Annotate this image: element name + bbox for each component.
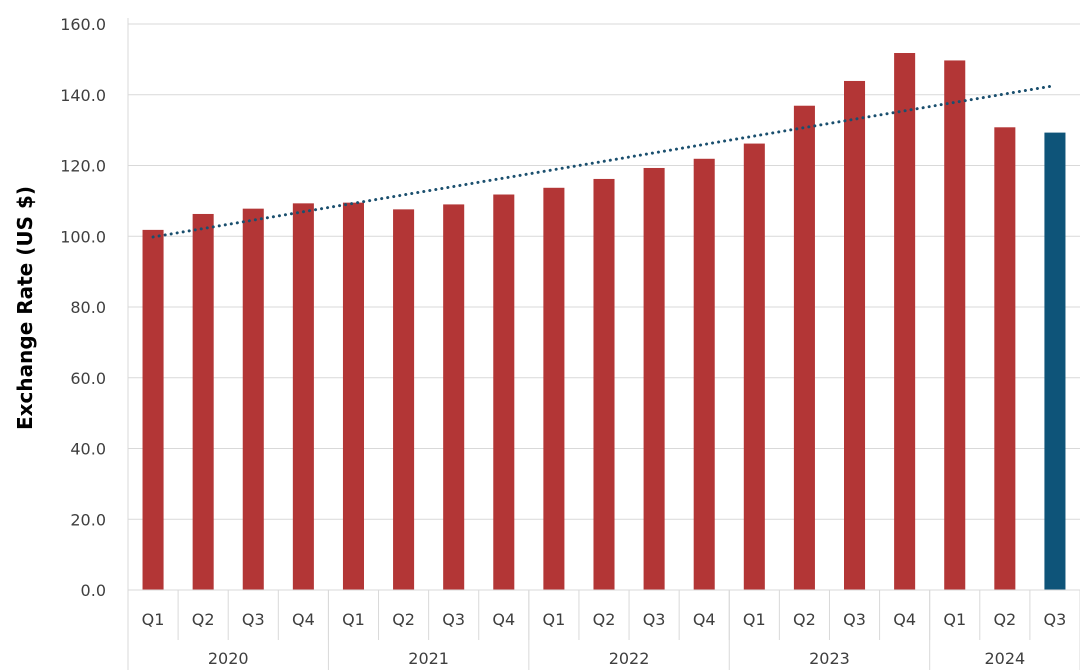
x-tick-label: Q3	[643, 610, 666, 629]
bar	[192, 213, 214, 590]
x-tick-label: Q4	[893, 610, 916, 629]
x-tick-label: Q4	[693, 610, 716, 629]
bar	[342, 202, 364, 591]
bar	[142, 229, 164, 590]
bar	[493, 194, 515, 590]
y-tick-label: 0.0	[81, 581, 106, 600]
x-group-label: 2022	[609, 649, 650, 668]
x-tick-label: Q2	[392, 610, 415, 629]
x-tick-label: Q2	[993, 610, 1016, 629]
bar	[743, 143, 765, 590]
x-tick-label: Q1	[543, 610, 566, 629]
x-tick-label: Q1	[342, 610, 365, 629]
y-tick-label: 140.0	[60, 86, 106, 105]
y-axis-tick-labels: 0.0 20.0 40.0 60.0 80.0 100.0 120.0 140.0 160.0	[60, 15, 106, 600]
y-tick-label: 100.0	[60, 227, 106, 246]
bar	[894, 53, 916, 590]
x-tick-label: Q1	[743, 610, 766, 629]
x-tick-label: Q1	[943, 610, 966, 629]
x-tick-label: Q2	[593, 610, 616, 629]
bar	[292, 203, 314, 590]
y-tick-label: 60.0	[70, 369, 106, 388]
bar	[643, 167, 665, 590]
bar	[944, 60, 966, 590]
bar	[1044, 132, 1066, 590]
bar	[393, 209, 415, 591]
x-group-label: 2021	[408, 649, 449, 668]
x-group-label: 2020	[208, 649, 249, 668]
bar	[793, 105, 815, 590]
x-tick-label: Q2	[793, 610, 816, 629]
bar	[443, 204, 465, 590]
x-tick-label: Q1	[142, 610, 165, 629]
x-tick-label: Q3	[1044, 610, 1067, 629]
x-tick-label: Q3	[843, 610, 866, 629]
x-tick-label: Q4	[292, 610, 315, 629]
bar	[693, 158, 715, 590]
y-tick-label: 80.0	[70, 298, 106, 317]
bar	[593, 178, 615, 590]
y-tick-label: 160.0	[60, 15, 106, 34]
trendline	[151, 84, 1057, 239]
bar	[844, 80, 866, 591]
trendline-path	[151, 84, 1057, 239]
x-tick-label: Q4	[492, 610, 515, 629]
x-tick-label: Q3	[442, 610, 465, 629]
y-tick-label: 120.0	[60, 157, 106, 176]
x-tick-label: Q2	[192, 610, 215, 629]
x-group-label: 2023	[809, 649, 850, 668]
bar	[543, 187, 565, 590]
y-axis-title: Exchange Rate (US $)	[13, 186, 37, 430]
x-axis: Q1 Q2 Q3 Q4 Q1 Q2 Q3 Q4 Q1 Q2 Q3 Q4 Q1 Q2 Q3 Q4 Q1 Q2 Q3 20…	[127, 18, 1080, 670]
bar	[242, 208, 264, 590]
bar	[994, 127, 1016, 591]
y-tick-label: 20.0	[70, 510, 106, 529]
x-tick-label: Q3	[242, 610, 265, 629]
bars	[142, 53, 1066, 591]
x-group-label: 2024	[984, 649, 1025, 668]
y-tick-label: 40.0	[70, 440, 106, 459]
